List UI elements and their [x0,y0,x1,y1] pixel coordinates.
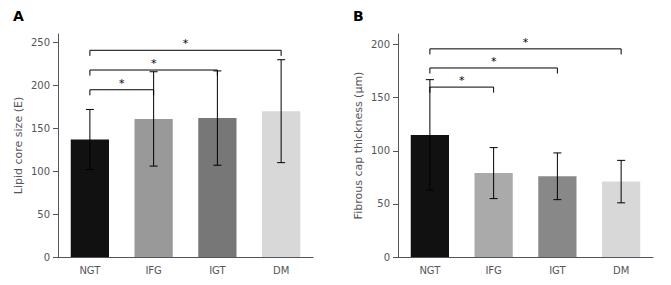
svg-text:150: 150 [371,92,390,103]
svg-text:100: 100 [31,166,50,177]
svg-text:NGT: NGT [79,265,101,276]
svg-text:IFG: IFG [485,265,501,276]
svg-text:*: * [151,57,157,70]
svg-text:Lipid core size (E): Lipid core size (E) [12,97,25,194]
svg-text:150: 150 [31,123,50,134]
svg-text:DM: DM [273,265,289,276]
svg-text:*: * [523,36,529,49]
svg-text:A: A [13,8,24,24]
svg-text:0: 0 [384,252,390,263]
svg-text:*: * [459,74,465,87]
svg-text:B: B [353,8,364,24]
svg-text:100: 100 [371,145,390,156]
svg-text:250: 250 [31,37,50,48]
svg-text:0: 0 [44,252,50,263]
svg-text:200: 200 [371,39,390,50]
svg-text:*: * [119,77,125,90]
svg-text:50: 50 [377,198,390,209]
svg-text:50: 50 [37,209,50,220]
svg-text:*: * [183,37,189,50]
svg-text:IGT: IGT [209,265,226,276]
svg-text:IFG: IFG [145,265,161,276]
svg-text:*: * [491,55,497,68]
svg-text:200: 200 [31,80,50,91]
svg-text:NGT: NGT [419,265,441,276]
svg-text:Fibrous cap thickness (μm): Fibrous cap thickness (μm) [352,72,365,220]
svg-text:IGT: IGT [549,265,566,276]
svg-text:DM: DM [613,265,629,276]
